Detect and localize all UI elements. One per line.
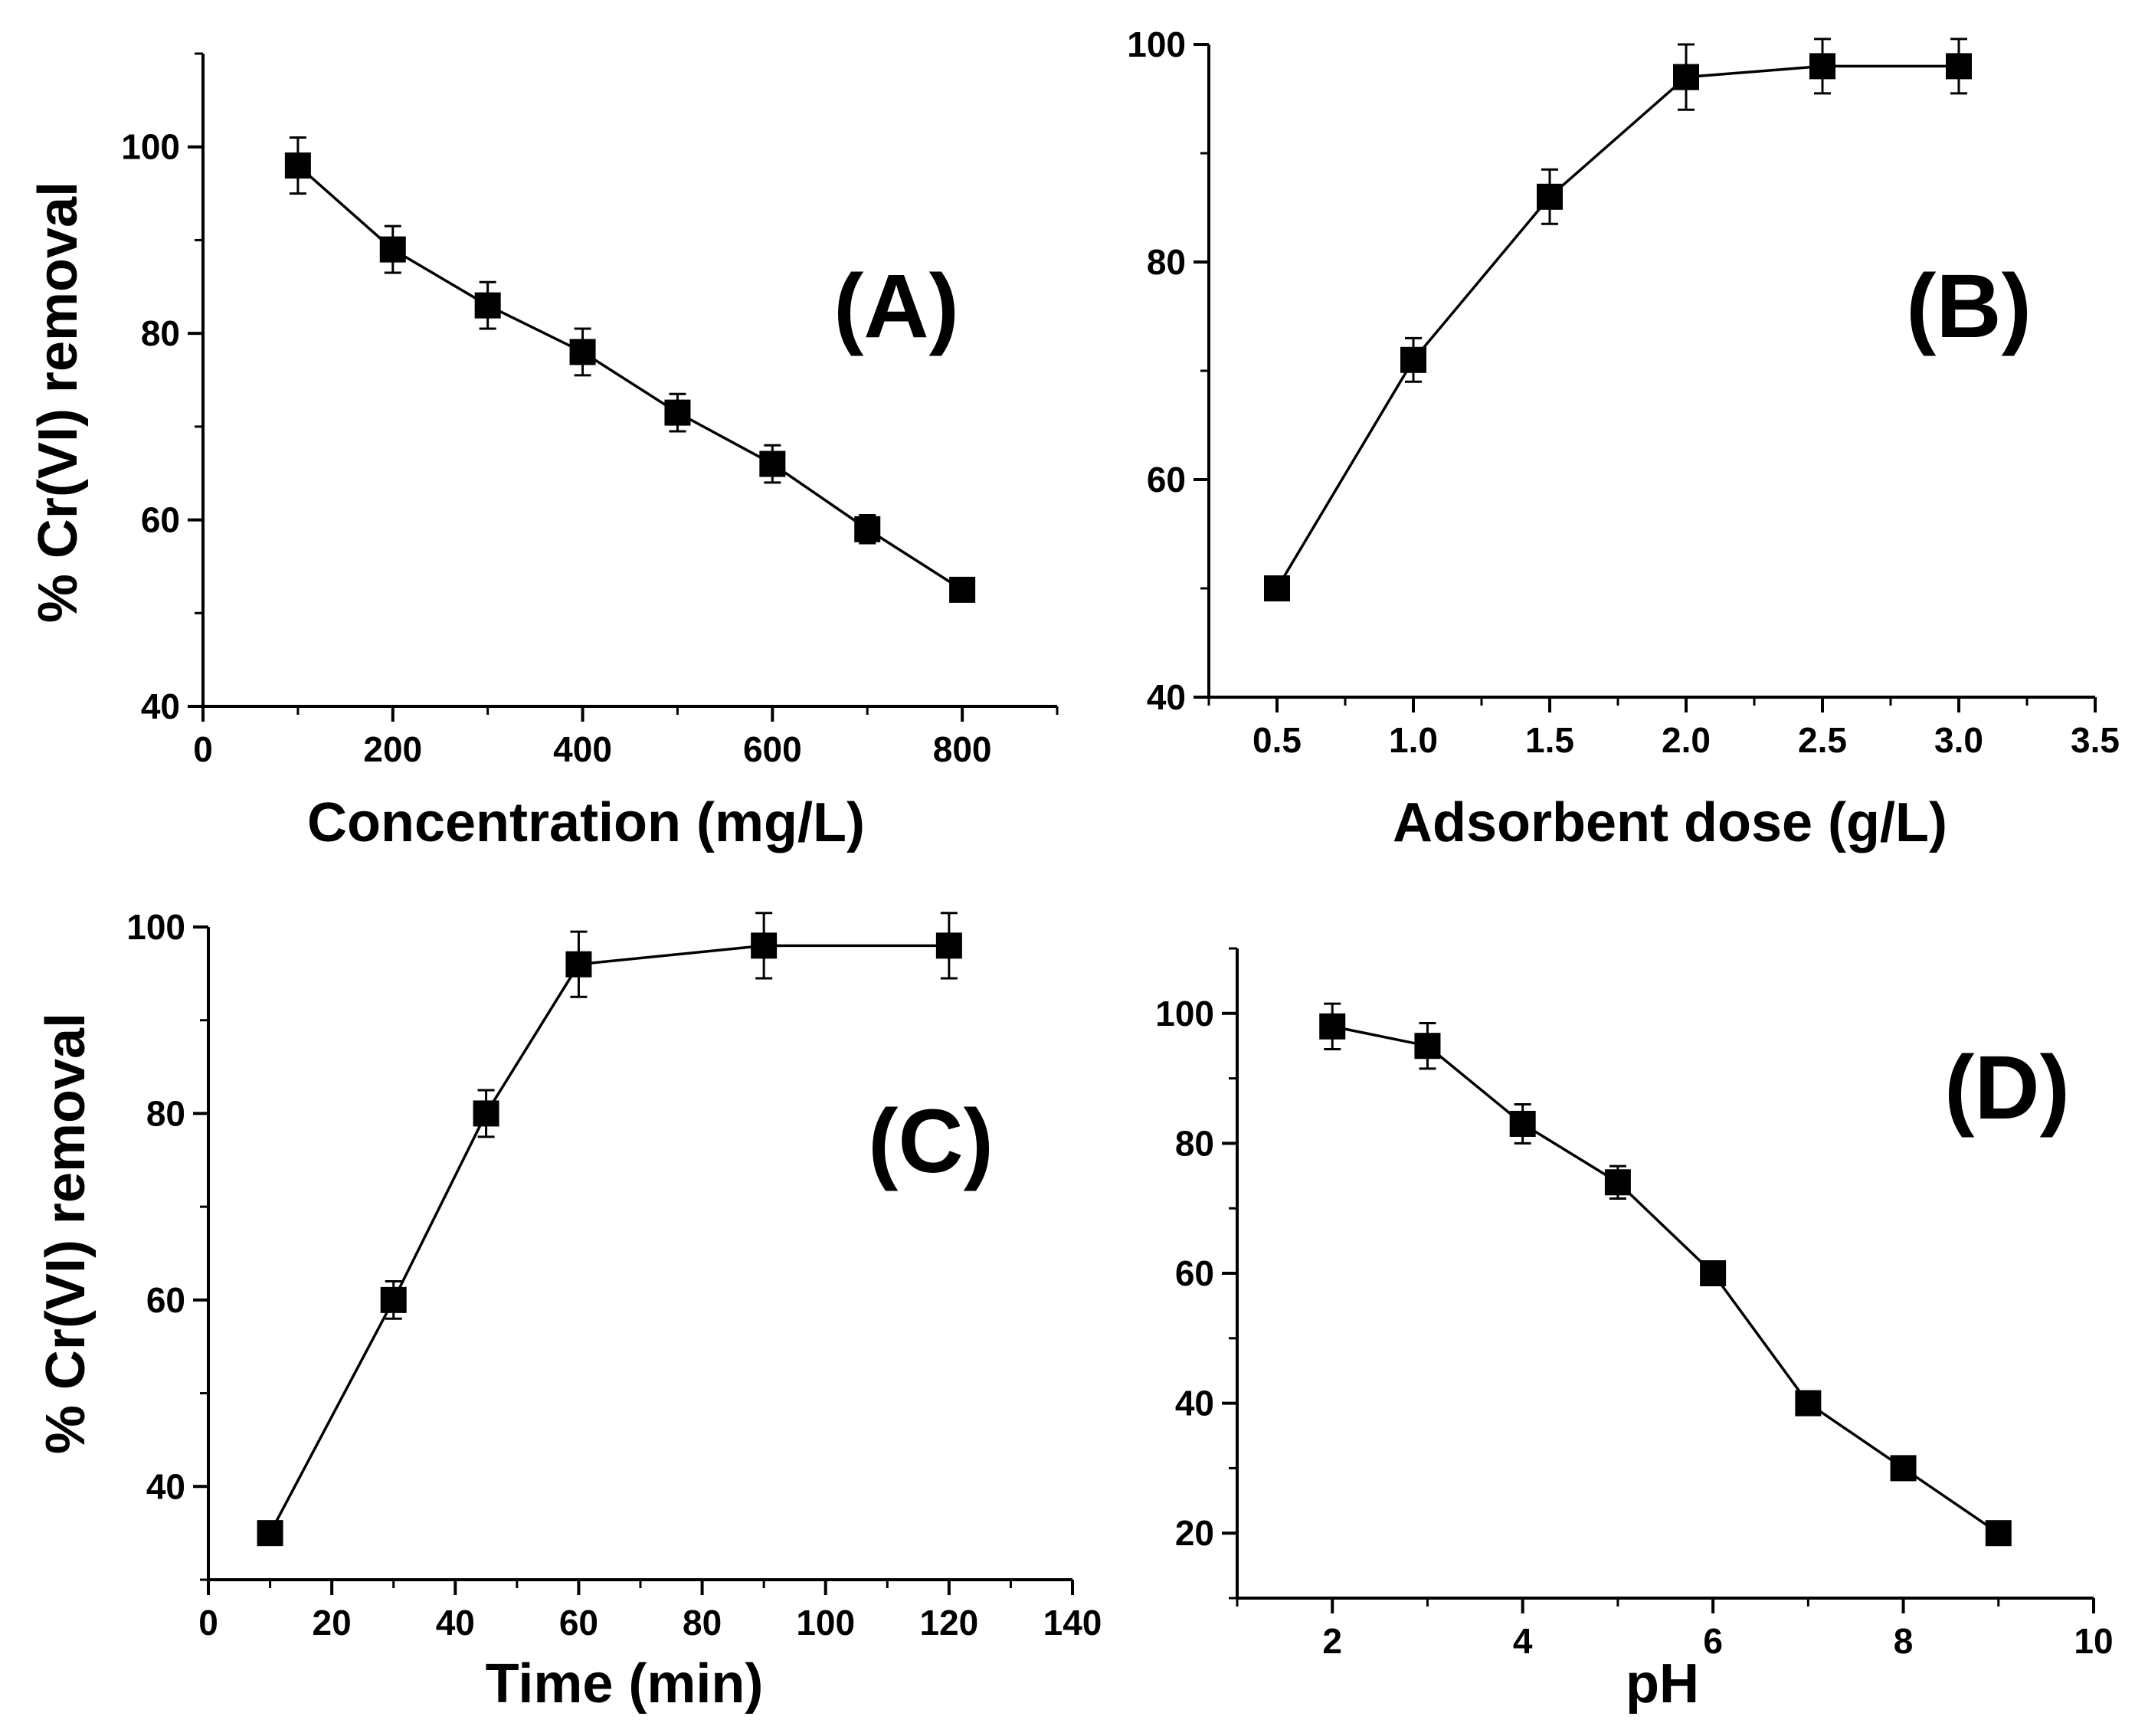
panel-c-y-tick-label: 40 [146,1466,185,1506]
panel-d-label: (D) [1944,1037,2070,1138]
panel-b-x-tick-label: 2.5 [1798,720,1847,760]
panel-c-marks [257,912,962,1547]
panel-a-y-tick-label: 100 [121,127,180,167]
panel-d-x-tick-label: 4 [1513,1621,1533,1661]
panel-b-marks [1264,38,1972,601]
panel-c-data-point [751,932,778,959]
panel-b-x-tick-label: 2.0 [1662,720,1711,760]
panel-a-axes: 0 200 400 600 800 40 60 80 100 [121,52,1059,769]
panel-d-data-point [1700,1260,1727,1286]
panel-b-x-tick-label: 0.5 [1253,720,1302,760]
panel-b-data-point [1537,183,1563,210]
panel-a-label: (A) [833,256,959,357]
panel-b-y-tick-label: 40 [1147,677,1186,717]
panel-a-data-point [569,339,596,365]
panel-c-y-tick-label: 100 [126,907,185,947]
panel-b-x-tick-label: 3.5 [2071,720,2120,760]
panel-b-label: (B) [1906,256,2032,357]
panel-a-marks [284,136,976,603]
panel-c-x-tick-label: 0 [198,1603,218,1643]
panel-c-y-tick-label: 80 [146,1093,185,1133]
panel-c-axes: 0 20 40 60 80 100 120 140 40 60 80 100 [126,907,1102,1643]
panel-c: 0 20 40 60 80 100 120 140 40 60 80 100 (C) Time (mi… [35,907,1102,1715]
panel-d-series-line [1331,1025,1999,1535]
panel-a-data-point [474,292,501,319]
panel-c-x-tick-label: 120 [919,1603,978,1643]
panel-b-x-tick-label: 3.0 [1934,720,1983,760]
panel-a-data-point [949,576,976,603]
panel-a-y-tick-label: 40 [141,686,180,726]
panel-b-y-tick-label: 100 [1127,25,1186,64]
panel-c-label: (C) [868,1091,994,1192]
panel-b-data-point [1400,346,1426,373]
panel-a-x-tick-label: 200 [363,729,422,769]
panel-b-x-tick-label: 1.0 [1389,720,1438,760]
panel-c-data-point [935,932,962,959]
panel-b-data-point [1946,53,1972,80]
panel-a: 0 200 400 600 800 40 60 80 100 (A) Concentration… [28,52,1059,853]
panel-a-y-tick-label: 60 [141,500,180,540]
panel-b-data-point [1264,575,1290,601]
panel-a-data-point [854,516,881,542]
panel-c-x-tick-label: 100 [796,1603,855,1643]
panel-c-data-point [565,951,592,978]
panel-a-data-point [664,399,691,426]
panel-d-axes: 2 4 6 8 10 20 40 60 80 100 [1155,947,2114,1661]
panel-d: 2 4 6 8 10 20 40 60 80 100 (D) pH [1155,947,2114,1715]
panel-d-y-tick-label: 100 [1155,994,1214,1033]
panel-c-x-tick-label: 80 [683,1603,722,1643]
panel-c-x-tick-label: 60 [559,1603,598,1643]
panel-a-y-axis-label: % Cr(VI) removal [28,182,89,623]
panel-d-data-point [1985,1520,2012,1547]
panel-a-series-line [296,164,964,591]
panel-b-data-point [1673,64,1699,90]
panel-b-x-tick-label: 1.5 [1525,720,1574,760]
panel-a-data-point [759,450,786,477]
panel-d-data-point [1319,1013,1346,1040]
panel-d-y-tick-label: 80 [1175,1123,1214,1163]
panel-d-data-point [1890,1455,1917,1482]
panel-a-x-axis-label: Concentration (mg/L) [307,792,865,853]
panel-b-axes: 0.5 1.0 1.5 2.0 2.5 3.0 3.5 40 60 80 100 [1127,25,2120,760]
panel-d-data-point [1414,1033,1441,1060]
panel-c-data-point [380,1286,407,1313]
panel-b-series-line [1275,64,1959,589]
panel-d-x-tick-label: 8 [1894,1621,1914,1661]
panel-d-data-point [1795,1390,1822,1417]
panel-d-x-axis-label: pH [1626,1653,1699,1715]
panel-d-y-tick-label: 20 [1175,1513,1214,1553]
panel-b-y-tick-label: 60 [1147,460,1186,500]
panel-b-y-tick-label: 80 [1147,242,1186,282]
panel-a-x-tick-label: 600 [743,729,802,769]
panel-a-x-tick-label: 400 [553,729,612,769]
panel-c-data-point [473,1100,499,1127]
panel-b-x-axis-label: Adsorbent dose (g/L) [1393,792,1947,853]
panel-d-x-tick-label: 6 [1703,1621,1723,1661]
panel-d-x-tick-label: 10 [2074,1621,2113,1661]
panel-c-y-tick-label: 60 [146,1280,185,1320]
panel-c-x-axis-label: Time (min) [486,1653,764,1715]
panel-a-x-tick-label: 0 [193,729,213,769]
panel-d-marks [1319,1002,2012,1547]
panel-c-x-tick-label: 140 [1043,1603,1102,1643]
panel-a-data-point [284,152,311,179]
panel-d-y-tick-label: 40 [1175,1384,1214,1423]
panel-b: 0.5 1.0 1.5 2.0 2.5 3.0 3.5 40 60 80 100 (B) Adsor… [1127,25,2120,853]
panel-c-x-tick-label: 40 [436,1603,475,1643]
panel-b-data-point [1809,53,1835,80]
panel-c-data-point [257,1520,283,1547]
panel-c-x-tick-label: 20 [313,1603,352,1643]
panel-c-series-line [269,944,949,1534]
panel-c-y-axis-label: % Cr(VI) removal [35,1013,97,1454]
panel-a-data-point [379,236,406,263]
panel-d-data-point [1509,1110,1536,1137]
panel-d-y-tick-label: 60 [1175,1253,1214,1293]
panel-a-y-tick-label: 80 [141,313,180,353]
panel-d-data-point [1604,1169,1631,1196]
panel-a-x-tick-label: 800 [933,729,992,769]
panel-d-x-tick-label: 2 [1322,1621,1342,1661]
